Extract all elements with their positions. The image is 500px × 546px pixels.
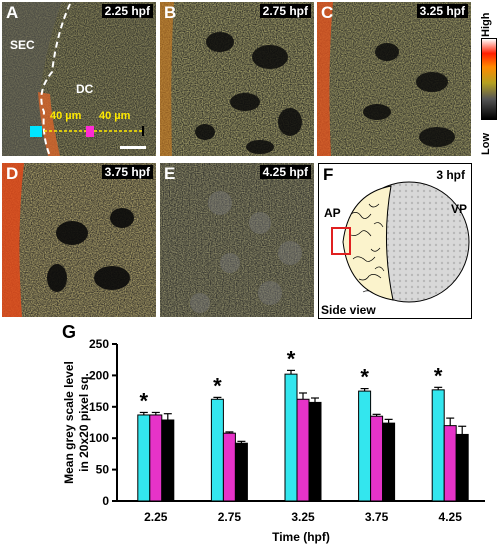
x-tick-label: 4.25: [439, 510, 463, 524]
bar: [358, 390, 372, 502]
dc-label: DC: [76, 82, 94, 96]
x-tick-label: 2.25: [144, 510, 168, 524]
sec-label: SEC: [10, 38, 35, 52]
bar-chart: 0 50 100 150 200 250 Mean grey scale level in 2…: [62, 337, 485, 544]
vp-label: VP: [450, 202, 467, 216]
y-axis-label-line2: in 20x20 pixel sq.: [77, 373, 91, 472]
x-tick-label: 3.25: [291, 510, 315, 524]
panel-f: F 3 hpf AP VP Side view: [318, 163, 472, 319]
bar: [161, 419, 175, 502]
panel-a-label: A: [6, 3, 19, 22]
y-tick-label: 50: [96, 463, 110, 477]
bar: [284, 373, 298, 502]
bar: [443, 425, 457, 502]
panel-b: B 2.75 hpf: [160, 2, 314, 156]
y-tick-label: 200: [89, 368, 109, 382]
bar: [222, 432, 236, 502]
y-tick-label: 250: [89, 337, 109, 351]
panel-b-image: [160, 2, 314, 156]
panel-a: A 2.25 hpf SEC DC 40 µm 40 µm: [2, 2, 156, 156]
panel-c: C 3.25 hpf: [317, 2, 471, 156]
panel-b-time: 2.75 hpf: [259, 4, 311, 18]
panel-f-time: 3 hpf: [436, 168, 465, 182]
bar: [137, 414, 151, 502]
colorbar: [481, 38, 497, 120]
x-axis-label: Time (hpf): [272, 530, 330, 544]
panel-e-image: [160, 163, 314, 317]
panel-d-label: D: [6, 164, 19, 183]
panel-e-label: E: [164, 164, 176, 183]
panel-c-time: 3.25 hpf: [416, 4, 468, 18]
bar: [308, 401, 322, 502]
y-axis-label-line1: Mean grey scale level: [62, 361, 76, 484]
x-tick-label: 2.75: [218, 510, 242, 524]
significance-star: *: [287, 346, 296, 371]
y-tick-label: 150: [89, 400, 109, 414]
bar: [210, 398, 224, 502]
panel-c-label: C: [321, 3, 334, 22]
bar: [234, 442, 248, 502]
panel-d-image: [2, 163, 156, 317]
panel-a-time: 2.25 hpf: [101, 4, 153, 18]
panel-a-image: [2, 2, 156, 156]
panel-c-image: [317, 2, 471, 156]
measure-label-1: 40 µm: [50, 110, 82, 122]
significance-star: *: [434, 363, 443, 388]
bar: [431, 389, 445, 502]
colorbar-high-label: High: [480, 12, 492, 37]
panel-d-time: 3.75 hpf: [101, 165, 153, 179]
panel-e: E 4.25 hpf: [160, 163, 314, 317]
side-view-label: Side view: [321, 303, 376, 317]
colorbar-low-label: Low: [480, 133, 492, 155]
panel-e-time: 4.25 hpf: [259, 165, 311, 179]
ap-label: AP: [324, 206, 341, 220]
bar: [455, 433, 469, 502]
panel-f-label: F: [323, 165, 334, 184]
bar: [370, 415, 384, 502]
x-tick-label: 3.75: [365, 510, 389, 524]
significance-star: *: [213, 373, 222, 398]
bar: [296, 398, 310, 502]
y-tick-label: 0: [102, 494, 109, 508]
panel-b-label: B: [164, 3, 177, 22]
bar: [149, 414, 163, 502]
embryo-schematic: [331, 181, 470, 303]
significance-star: *: [360, 365, 369, 390]
panel-g-label: G: [62, 322, 77, 342]
y-tick-label: 100: [89, 431, 109, 445]
panel-d: D 3.75 hpf: [2, 163, 156, 317]
bar: [382, 422, 396, 502]
measure-label-2: 40 µm: [99, 110, 131, 122]
significance-star: *: [140, 388, 149, 413]
